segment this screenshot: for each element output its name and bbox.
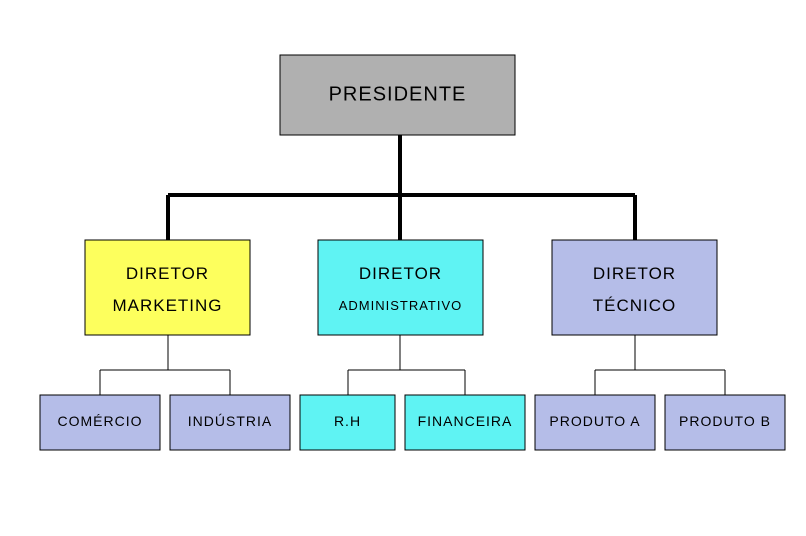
org-chart: PRESIDENTE DIRETOR MARKETING DIRETOR ADMINIS… bbox=[0, 0, 806, 536]
node-diretor-marketing-line-1: MARKETING bbox=[112, 296, 222, 315]
node-diretor-administrativo-line-1: ADMINISTRATIVO bbox=[339, 298, 463, 313]
node-rh-label: R.H bbox=[334, 413, 361, 429]
node-financeira-label: FINANCEIRA bbox=[418, 413, 513, 429]
node-comercio: COMÉRCIO bbox=[40, 395, 160, 450]
node-diretor-administrativo: DIRETOR ADMINISTRATIVO bbox=[318, 240, 483, 335]
node-diretor-tecnico-line-1: TÉCNICO bbox=[593, 296, 677, 315]
node-produto-a-label: PRODUTO A bbox=[549, 413, 640, 429]
node-diretor-tecnico: DIRETOR TÉCNICO bbox=[552, 240, 717, 335]
node-produto-a: PRODUTO A bbox=[535, 395, 655, 450]
node-financeira: FINANCEIRA bbox=[405, 395, 525, 450]
node-diretor-marketing: DIRETOR MARKETING bbox=[85, 240, 250, 335]
node-diretor-tecnico-line-0: DIRETOR bbox=[593, 264, 676, 283]
node-produto-b-label: PRODUTO B bbox=[679, 413, 771, 429]
node-presidente-label: PRESIDENTE bbox=[329, 83, 467, 105]
node-comercio-label: COMÉRCIO bbox=[58, 413, 143, 429]
node-presidente: PRESIDENTE bbox=[280, 55, 515, 135]
node-diretor-administrativo-line-0: DIRETOR bbox=[359, 264, 442, 283]
node-rh: R.H bbox=[300, 395, 395, 450]
node-diretor-marketing-line-0: DIRETOR bbox=[126, 264, 209, 283]
node-industria-label: INDÚSTRIA bbox=[188, 413, 272, 429]
node-produto-b: PRODUTO B bbox=[665, 395, 785, 450]
node-industria: INDÚSTRIA bbox=[170, 395, 290, 450]
